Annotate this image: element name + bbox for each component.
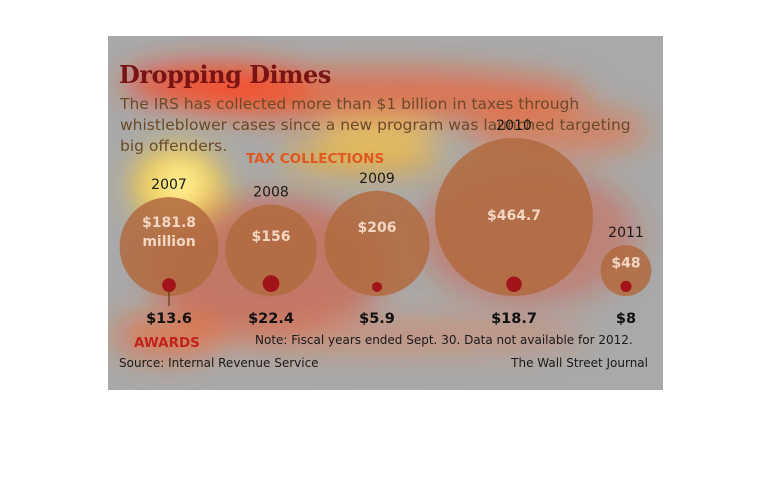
chart-credit: The Wall Street Journal bbox=[511, 356, 648, 370]
award-circle-2007 bbox=[162, 278, 176, 292]
year-label-2007: 2007 bbox=[151, 177, 187, 193]
collection-circle-2008 bbox=[225, 204, 317, 296]
collection-value-2010: $464.7 bbox=[487, 208, 541, 224]
collection-circle-2010 bbox=[435, 138, 593, 296]
collection-value-2008: $156 bbox=[252, 229, 291, 245]
award-value-2008: $22.4 bbox=[248, 311, 294, 327]
chart-note: Note: Fiscal years ended Sept. 30. Data … bbox=[255, 333, 633, 347]
collection-circle-2009 bbox=[324, 190, 430, 296]
year-label-2008: 2008 bbox=[253, 184, 289, 200]
chart-title: Dropping Dimes bbox=[119, 60, 331, 89]
bubble-chart: 2007 $181.8 million $13.6 2008 $156 $22.4 2009 $… bbox=[119, 118, 652, 327]
award-value-2010: $18.7 bbox=[491, 311, 537, 327]
year-label-2011: 2011 bbox=[608, 225, 644, 241]
chart-figure: Dropping Dimes The IRS has collected mor… bbox=[108, 36, 663, 390]
chart-subtitle: The IRS has collected more than $1 billi… bbox=[120, 95, 631, 155]
award-value-2011: $8 bbox=[616, 311, 636, 327]
tax-collections-label: TAX COLLECTIONS bbox=[246, 151, 385, 167]
awards-label: AWARDS bbox=[134, 335, 200, 351]
collection-value-2007: $181.8 bbox=[142, 215, 196, 231]
award-circle-2008 bbox=[262, 275, 280, 292]
award-circle-2009 bbox=[371, 281, 383, 292]
year-label-2009: 2009 bbox=[359, 171, 395, 187]
collection-circle-2011 bbox=[600, 245, 652, 296]
award-value-2007: $13.6 bbox=[146, 311, 192, 327]
collection-unit-2007: million bbox=[142, 234, 195, 250]
award-circle-2011 bbox=[620, 280, 632, 292]
year-label-2010: 2010 bbox=[496, 118, 532, 134]
award-value-2009: $5.9 bbox=[359, 311, 395, 327]
award-circle-2010 bbox=[506, 276, 522, 292]
collection-value-2009: $206 bbox=[358, 220, 397, 236]
chart-source: Source: Internal Revenue Service bbox=[119, 356, 319, 370]
collection-value-2011: $48 bbox=[611, 256, 640, 272]
collection-circle-2007 bbox=[119, 197, 219, 296]
